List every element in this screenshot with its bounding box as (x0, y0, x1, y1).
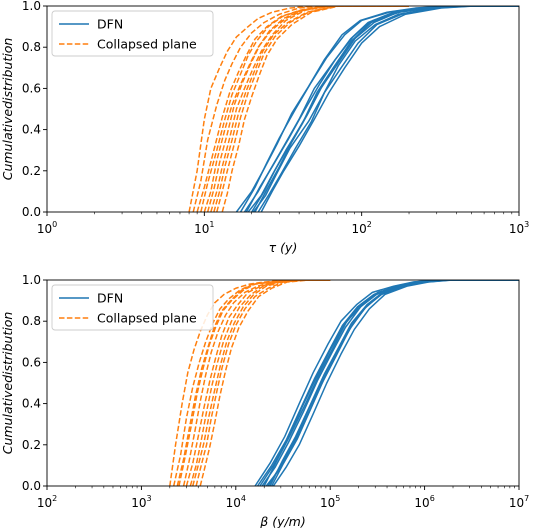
y-axis-label: Cumulativedistribution (0, 38, 15, 181)
y-tick-label: 0.6 (22, 355, 41, 369)
y-tick-label: 0.0 (22, 479, 41, 493)
collapsed-plane-curve (196, 6, 410, 212)
y-tick-label: 0.2 (22, 438, 41, 452)
dfn-curve (251, 6, 519, 212)
chart-panel-2: 0.0 0.2 0.4 0.6 0.8 1.0 102 103 104 105 106 107 β (y… (0, 273, 529, 528)
dfn-curve (252, 6, 519, 212)
x-tick-label: 102 (37, 494, 57, 510)
x-tick-label: 100 (37, 220, 57, 236)
x-tick-label: 102 (351, 220, 371, 236)
collapsed-plane-curve (176, 280, 331, 486)
x-tick-label: 105 (320, 494, 340, 510)
legend-label: DFN (97, 17, 123, 32)
y-tick-label: 0.2 (22, 164, 41, 178)
legend-label: DFN (97, 291, 123, 306)
legend: DFN Collapsed plane (51, 284, 214, 331)
dfn-curve (265, 280, 519, 486)
x-axis-label: β (y/m) (259, 514, 306, 528)
dfn-curve (272, 280, 519, 486)
collapsed-plane-curve (221, 6, 410, 212)
y-tick-label: 0.6 (22, 81, 41, 95)
chart-panel-1: 0.0 0.2 0.4 0.6 0.8 1.0 100 101 102 103 τ (y) Cumul… (0, 0, 529, 255)
legend-box (51, 284, 214, 331)
dfn-curve (254, 280, 519, 486)
axes-frame (46, 279, 520, 487)
x-tick-label: 101 (194, 220, 214, 236)
plot-area (169, 280, 519, 486)
collapsed-plane-curve (206, 6, 410, 212)
collapsed-plane-curve (195, 280, 331, 486)
dfn-curve (261, 280, 519, 486)
collapsed-plane-curve (192, 6, 410, 212)
collapsed-plane-curve (216, 6, 410, 212)
plot-area (188, 6, 519, 212)
legend-label: Collapsed plane (97, 311, 197, 326)
legend: DFN Collapsed plane (51, 10, 214, 57)
dfn-curve (257, 6, 519, 212)
y-tick-label: 0.8 (22, 40, 41, 54)
collapsed-plane-curve (192, 280, 331, 486)
collapsed-plane-curve (203, 6, 410, 212)
x-tick-label: 103 (131, 494, 151, 510)
axes-frame (46, 5, 520, 213)
x-tick-label: 106 (414, 494, 434, 510)
dfn-curve (259, 280, 519, 486)
collapsed-plane-curve (213, 6, 410, 212)
dfn-curve (235, 6, 519, 212)
collapsed-plane-curve (185, 280, 331, 486)
dfn-curve (247, 6, 519, 212)
x-axis-label: τ (y) (269, 240, 298, 255)
dfn-curve (269, 280, 519, 486)
y-tick-label: 1.0 (22, 273, 41, 287)
y-tick-label: 0.0 (22, 205, 41, 219)
y-tick-label: 1.0 (22, 0, 41, 13)
legend-label: Collapsed plane (97, 37, 197, 52)
y-tick-label: 0.4 (22, 123, 41, 137)
y-axis-label: Cumulativedistribution (0, 312, 15, 455)
dfn-curve (260, 6, 519, 212)
dfn-curve (243, 6, 519, 212)
y-tick-label: 0.4 (22, 397, 41, 411)
collapsed-plane-curve (199, 280, 331, 486)
dfn-curve (239, 6, 519, 212)
collapsed-plane-curve (189, 280, 331, 486)
dfn-curve (263, 280, 519, 486)
dfn-curve (256, 280, 519, 486)
x-tick-label: 104 (226, 494, 246, 510)
x-tick-label: 103 (509, 220, 529, 236)
y-tick-label: 0.8 (22, 314, 41, 328)
collapsed-plane-curve (200, 6, 410, 212)
x-tick-label: 107 (509, 494, 529, 510)
dfn-curve (267, 280, 519, 486)
legend-box (51, 10, 214, 57)
dfn-curve (245, 6, 519, 212)
